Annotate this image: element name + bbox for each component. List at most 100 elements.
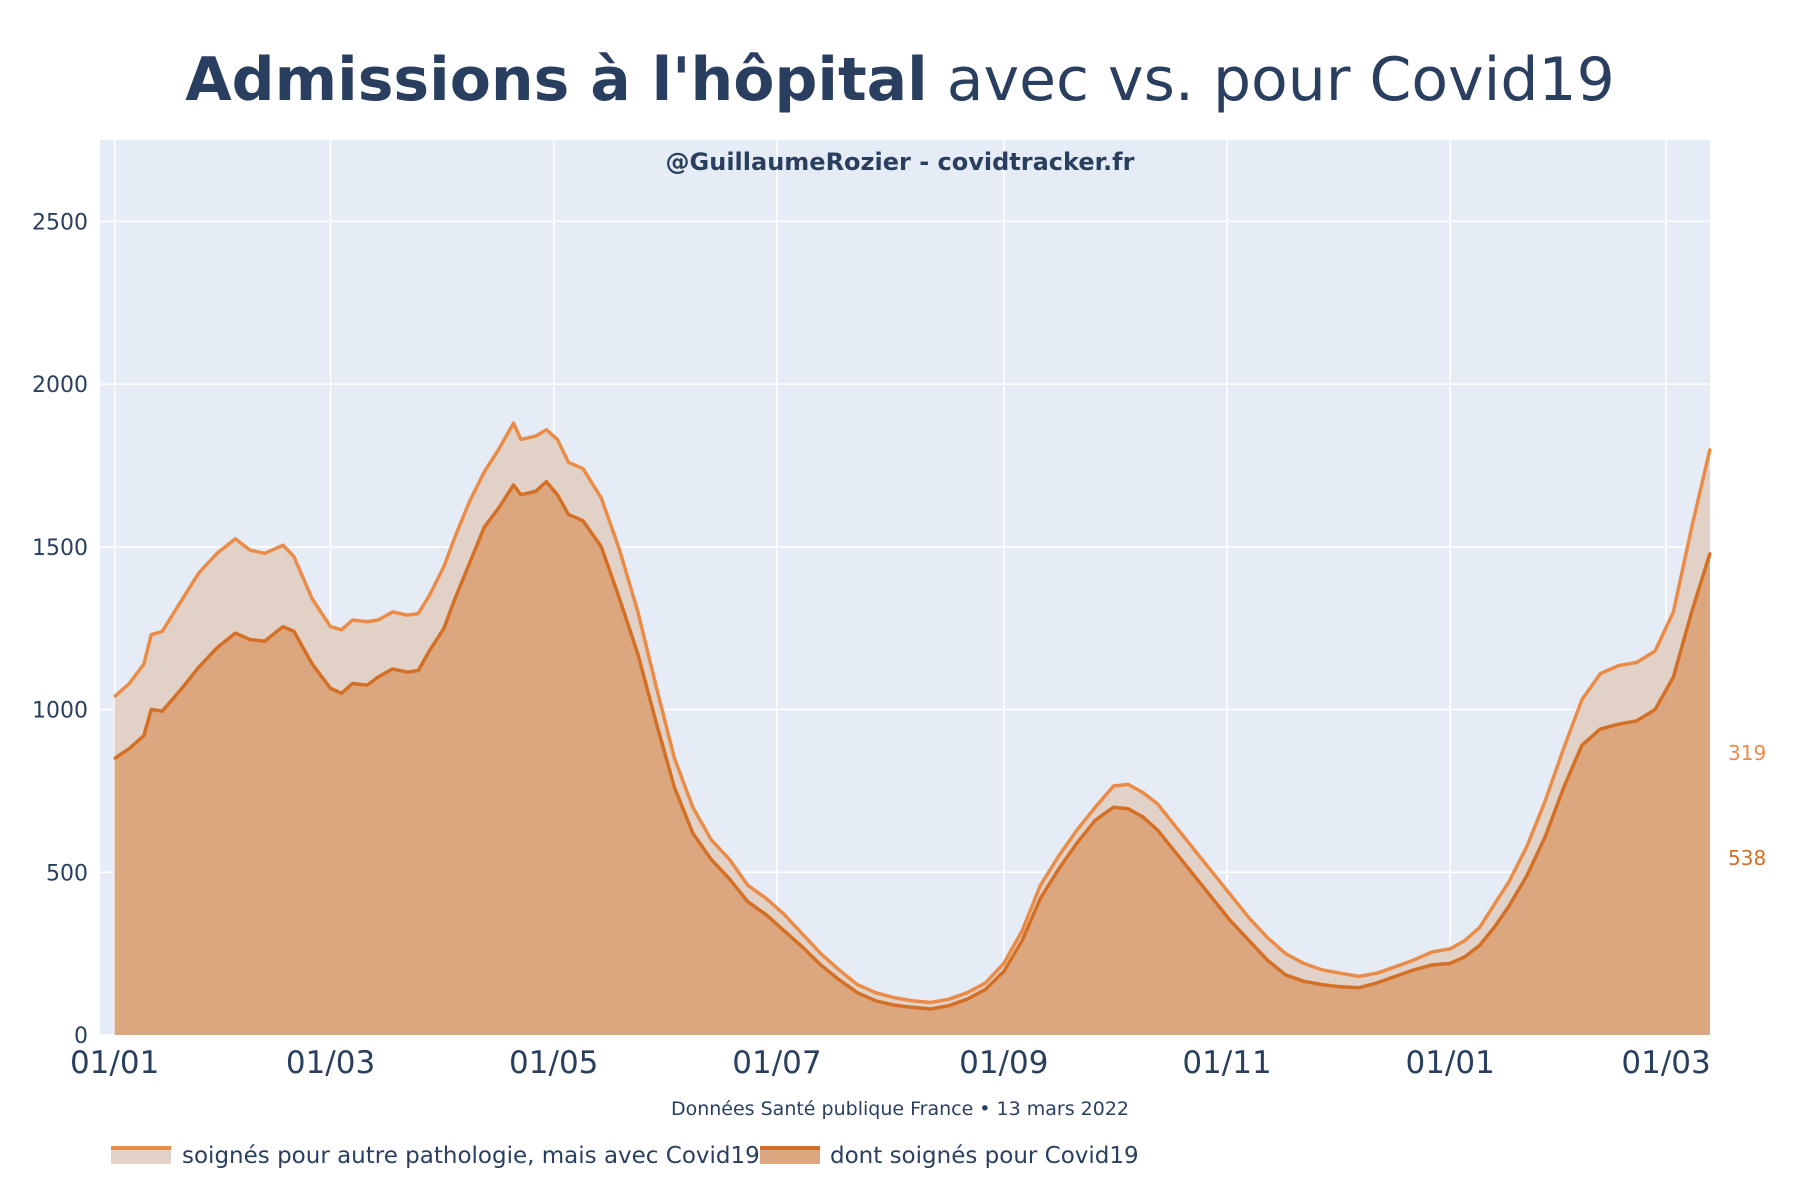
series-point (1094, 805, 1097, 809)
series-point (1156, 828, 1159, 832)
series-point (1229, 919, 1232, 923)
series-point (1002, 962, 1005, 965)
series-point (1580, 698, 1584, 701)
series-point (453, 597, 457, 601)
series-point (179, 600, 182, 604)
series-point (1229, 893, 1232, 897)
series-point (837, 978, 841, 981)
series-point (545, 480, 548, 483)
series-point (1478, 944, 1481, 947)
series-point (801, 932, 804, 936)
series-point (1039, 897, 1042, 900)
series-point (600, 496, 603, 500)
series-point (1339, 971, 1342, 975)
series-point (1211, 897, 1214, 900)
series-point (545, 428, 548, 431)
series-point (1463, 955, 1467, 959)
series-line-1 (113, 479, 1712, 1011)
series-point (1020, 939, 1024, 942)
series-point (984, 988, 987, 991)
series-point (1430, 963, 1434, 967)
series-point (292, 630, 296, 633)
series-point (691, 805, 694, 809)
series-point (654, 721, 658, 724)
series-point (567, 513, 570, 516)
series-line-0 (113, 421, 1712, 1005)
series-point (1211, 871, 1214, 874)
series-point (1672, 610, 1675, 614)
series-point (1617, 722, 1620, 726)
series-point (1057, 867, 1060, 871)
series-point (1653, 649, 1657, 653)
series-point (1302, 962, 1306, 965)
series-point (1284, 973, 1287, 976)
series-point (1525, 874, 1529, 877)
series-point (636, 653, 640, 656)
series-point (442, 565, 446, 568)
y-tick-label: 0 (74, 1024, 88, 1049)
series-point (468, 561, 471, 565)
y-tick-label: 1000 (32, 699, 88, 724)
series-point (1247, 916, 1251, 920)
series-point (1544, 799, 1547, 802)
series-point (856, 991, 859, 994)
series-point (618, 597, 621, 601)
series-point (1057, 854, 1060, 858)
series-point (113, 757, 116, 760)
series-point (1690, 526, 1693, 529)
series-point (1708, 447, 1712, 451)
y-tick-label: 2500 (32, 210, 88, 235)
series-point (1127, 783, 1130, 786)
series-point (391, 667, 394, 671)
series-point (1599, 672, 1602, 675)
series-point (1635, 661, 1639, 664)
legend-item-pour[interactable]: dont soignés pour Covid19 (760, 1143, 1139, 1169)
series-point (534, 490, 537, 493)
series-point (892, 996, 896, 999)
chart-title: Admissions à l'hôpital avec vs. pour Cov… (185, 45, 1615, 115)
series-point (1174, 851, 1177, 854)
series-point (1141, 815, 1145, 819)
series-point (1357, 975, 1360, 978)
series-point (428, 649, 431, 653)
series-point (351, 682, 354, 685)
x-tick-label: 01/05 (509, 1045, 598, 1081)
y-tick-label: 1500 (32, 536, 88, 561)
series-point (1339, 985, 1342, 989)
series-point (1075, 841, 1079, 845)
series-point (311, 597, 314, 601)
series-point (654, 685, 658, 688)
series-point (1002, 970, 1005, 973)
series-point (1653, 708, 1657, 711)
series-point (1302, 980, 1306, 983)
series-area-1 (114, 481, 1711, 1035)
series-point (376, 618, 380, 622)
series-point (161, 709, 164, 713)
series-point (248, 638, 252, 641)
series-point (340, 692, 343, 695)
series-layer: 319 538 (113, 421, 1766, 1036)
series-point (1580, 744, 1584, 747)
series-point (128, 747, 131, 750)
series-point (673, 757, 676, 760)
series-point (512, 483, 515, 487)
x-tick-label: 01/03 (1621, 1045, 1710, 1081)
series-point (365, 620, 369, 623)
series-point (783, 913, 786, 916)
series-point (329, 687, 332, 690)
series-point (1112, 805, 1115, 809)
series-point (567, 461, 570, 464)
series-point (1320, 968, 1324, 972)
series-point (1284, 952, 1287, 955)
series-point (874, 991, 877, 994)
series-point (483, 526, 486, 529)
legend-item-avec[interactable]: soignés pour autre pathologie, mais avec… (111, 1143, 760, 1169)
series-point (376, 675, 380, 679)
chart-title-regular: avec vs. pour Covid19 (928, 45, 1615, 115)
series-point (1449, 962, 1452, 965)
series-point (966, 991, 969, 994)
series-point (600, 545, 603, 549)
series-point (512, 421, 515, 425)
series-point (1412, 958, 1415, 962)
series-point (819, 952, 823, 955)
